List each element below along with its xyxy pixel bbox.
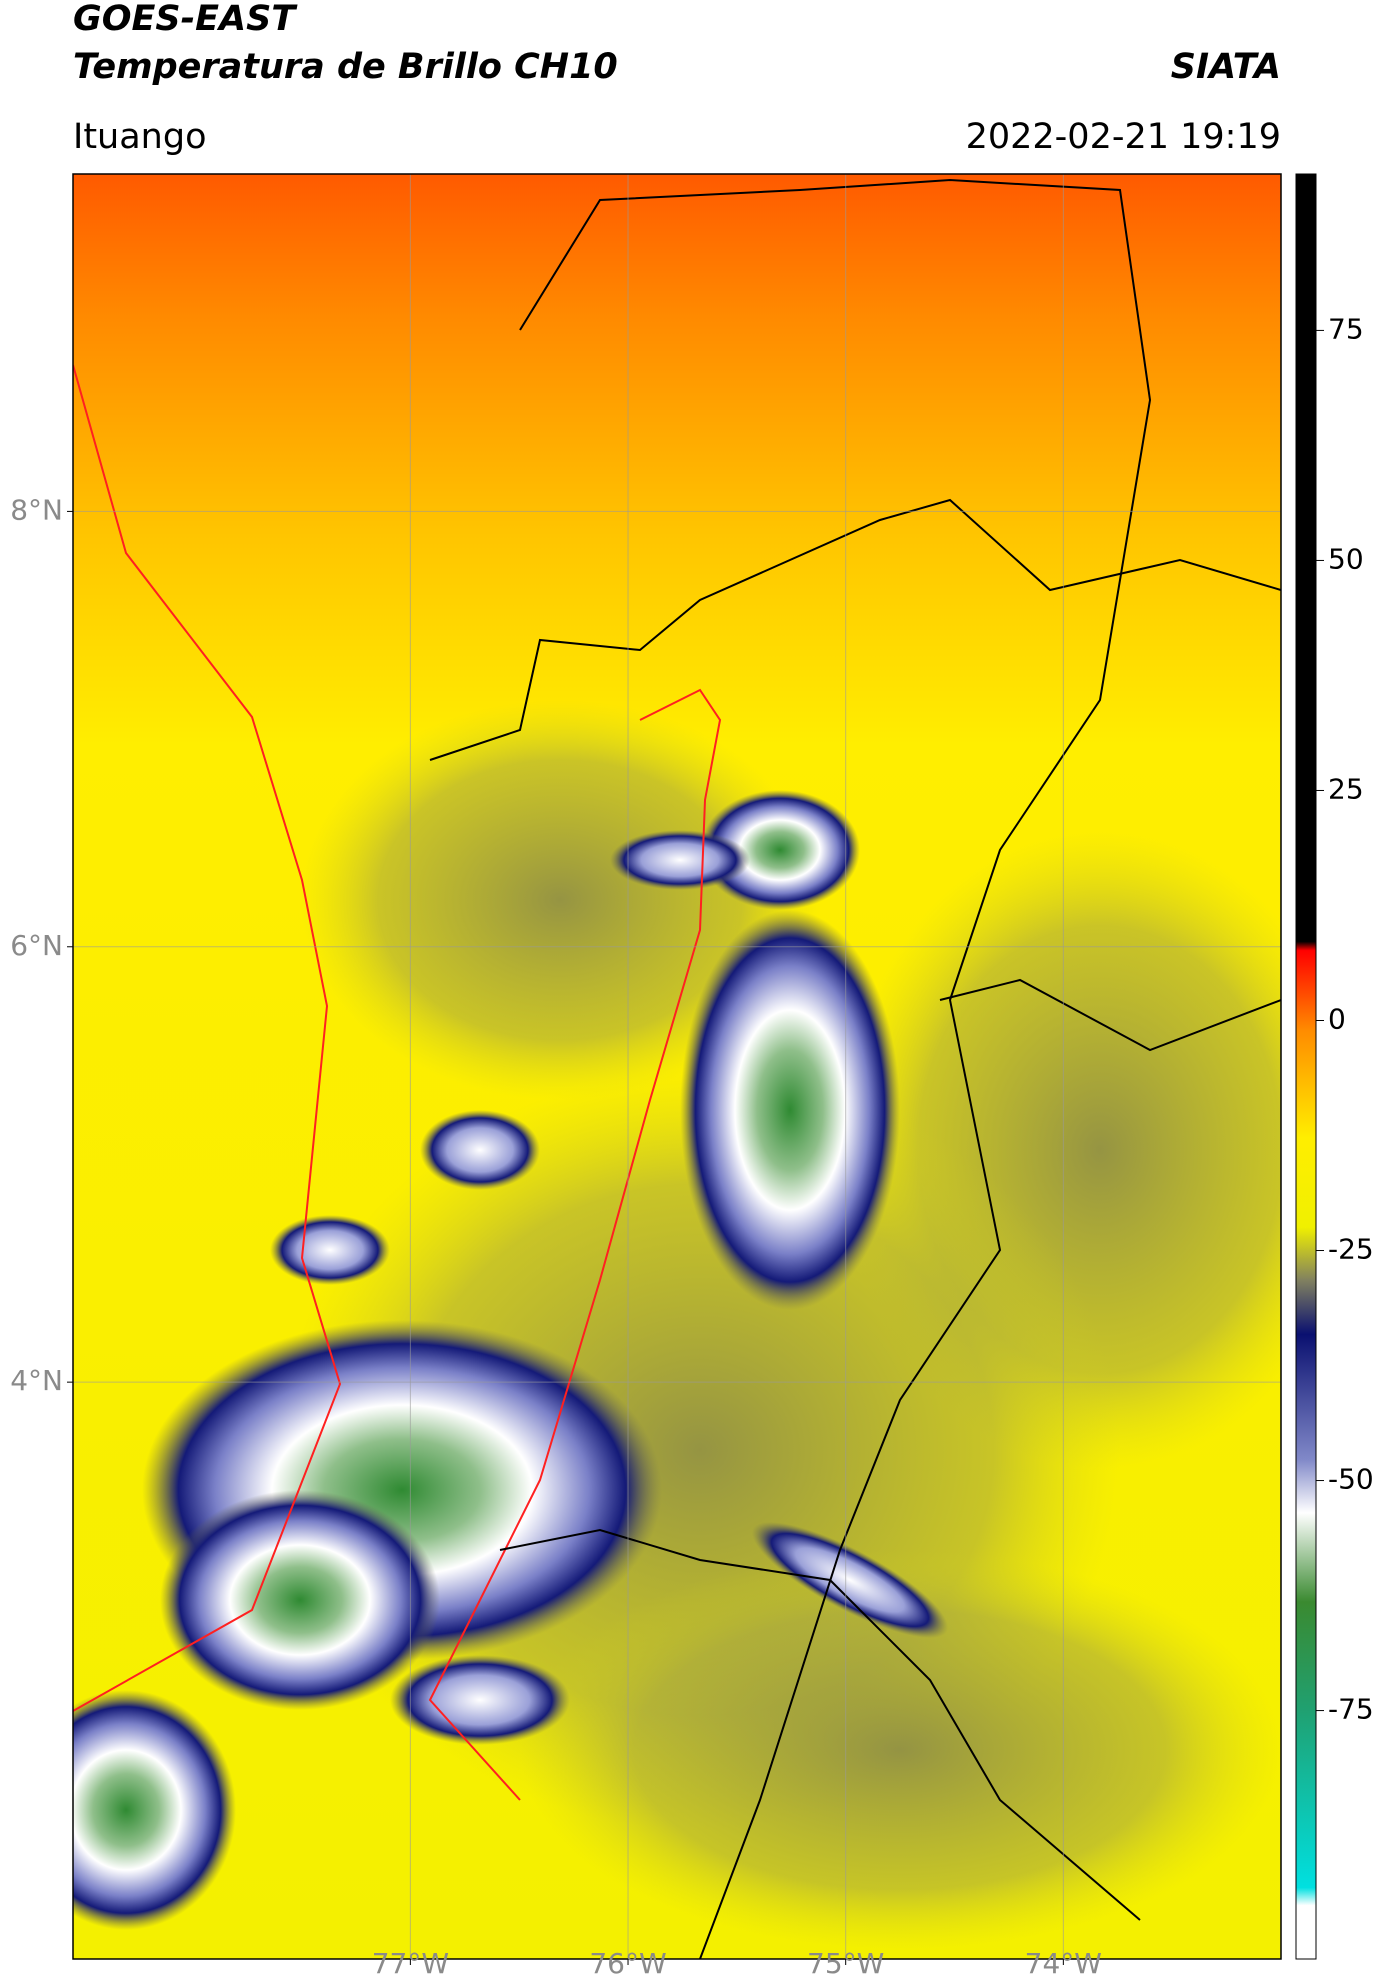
location: Ituango xyxy=(73,117,207,157)
title-line2: Temperatura de Brillo CH10 xyxy=(73,47,618,87)
colorbar-label: -25 xyxy=(1328,1233,1374,1266)
colorbar-label: 50 xyxy=(1328,542,1364,575)
storm-cell xyxy=(420,1110,540,1190)
source: SIATA xyxy=(1171,47,1281,87)
header: GOES-EAST Temperatura de Brillo CH10 SIA… xyxy=(73,0,1281,157)
department-border xyxy=(429,498,1281,761)
map xyxy=(73,174,1281,1959)
department-border xyxy=(499,1528,1141,1921)
colorbar xyxy=(1295,173,1317,1960)
colorbar-label: 0 xyxy=(1328,1002,1346,1035)
lat-label: 6°N xyxy=(10,929,63,962)
lon-label: 77°W xyxy=(372,1947,449,1980)
storm-cell xyxy=(680,910,900,1310)
storm-cell xyxy=(700,790,860,910)
coastline xyxy=(73,364,342,1712)
storm-cell xyxy=(270,1215,390,1285)
lon-label: 75°W xyxy=(807,1947,884,1980)
storm-cell xyxy=(160,1490,440,1710)
datetime: 2022-02-21 19:19 xyxy=(966,117,1281,157)
cloud-field xyxy=(300,700,820,1100)
map-frame xyxy=(72,173,1282,1960)
lon-label: 74°W xyxy=(1025,1947,1102,1980)
lat-label: 4°N xyxy=(10,1364,63,1397)
colorbar-label: 75 xyxy=(1328,312,1364,345)
cloud-field xyxy=(520,1550,1280,1950)
region-border xyxy=(428,688,722,1801)
title-line1: GOES-EAST xyxy=(73,0,298,39)
colorbar-label: -50 xyxy=(1328,1463,1374,1496)
colorbar-label: -75 xyxy=(1328,1693,1374,1726)
lon-label: 76°W xyxy=(589,1947,666,1980)
department-border xyxy=(519,178,1152,1959)
lat-label: 8°N xyxy=(10,493,63,526)
storm-cell xyxy=(610,830,750,890)
storm-cell xyxy=(73,1690,236,1930)
colorbar-label: 25 xyxy=(1328,772,1364,805)
storm-cell xyxy=(390,1655,570,1745)
department-border xyxy=(939,978,1281,1052)
map-grid xyxy=(73,174,1281,1959)
storm-cell xyxy=(751,1521,949,1639)
